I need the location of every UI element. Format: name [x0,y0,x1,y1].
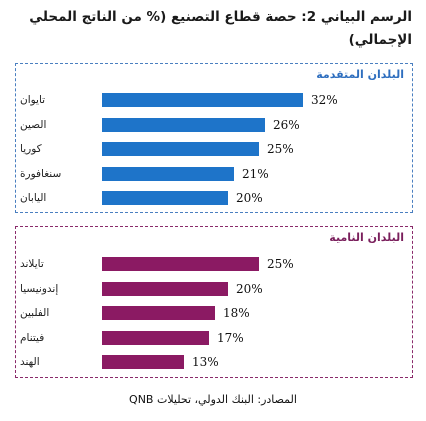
emerging-bar [102,331,209,345]
emerging-value-label: 17% [217,331,244,345]
developed-group-box: البلدان المتقدمة [15,63,413,213]
emerging-value-label: 20% [236,282,263,296]
emerging-category-label: الفلبين [20,307,50,319]
emerging-category-label: الهند [20,356,40,368]
developed-value-label: 20% [236,191,263,205]
emerging-bar [102,282,228,296]
developed-category-label: كوريا [20,143,42,155]
emerging-value-label: 18% [223,306,250,320]
developed-category-label: الصين [20,119,47,131]
developed-bar [102,167,234,181]
emerging-category-label: فيتنام [20,332,45,344]
developed-category-label: سنغافورة [20,168,62,180]
emerging-bar [102,306,215,320]
emerging-category-label: إندونيسيا [20,283,59,295]
developed-bar [102,142,259,156]
developed-value-label: 32% [311,93,338,107]
developed-value-label: 25% [267,142,294,156]
emerging-group-label: البلدان النامية [329,231,404,244]
developed-value-label: 26% [273,118,300,132]
developed-group-label: البلدان المتقدمة [316,68,404,81]
emerging-category-label: تايلاند [20,258,44,270]
chart-source: المصادر: البنك الدولي، تحليلات QNB [129,393,297,406]
developed-category-label: اليابان [20,192,47,204]
emerging-value-label: 13% [192,355,219,369]
developed-category-label: تايوان [20,94,46,106]
developed-bar [102,93,303,107]
developed-bar [102,191,228,205]
developed-value-label: 21% [242,167,269,181]
emerging-group-box: البلدان النامية [15,226,413,378]
developed-bar [102,118,265,132]
chart-title: الرسم البياني 2: حصة قطاع التصنيع (% من … [29,9,412,48]
emerging-value-label: 25% [267,257,294,271]
emerging-bar [102,355,184,369]
emerging-bar [102,257,259,271]
